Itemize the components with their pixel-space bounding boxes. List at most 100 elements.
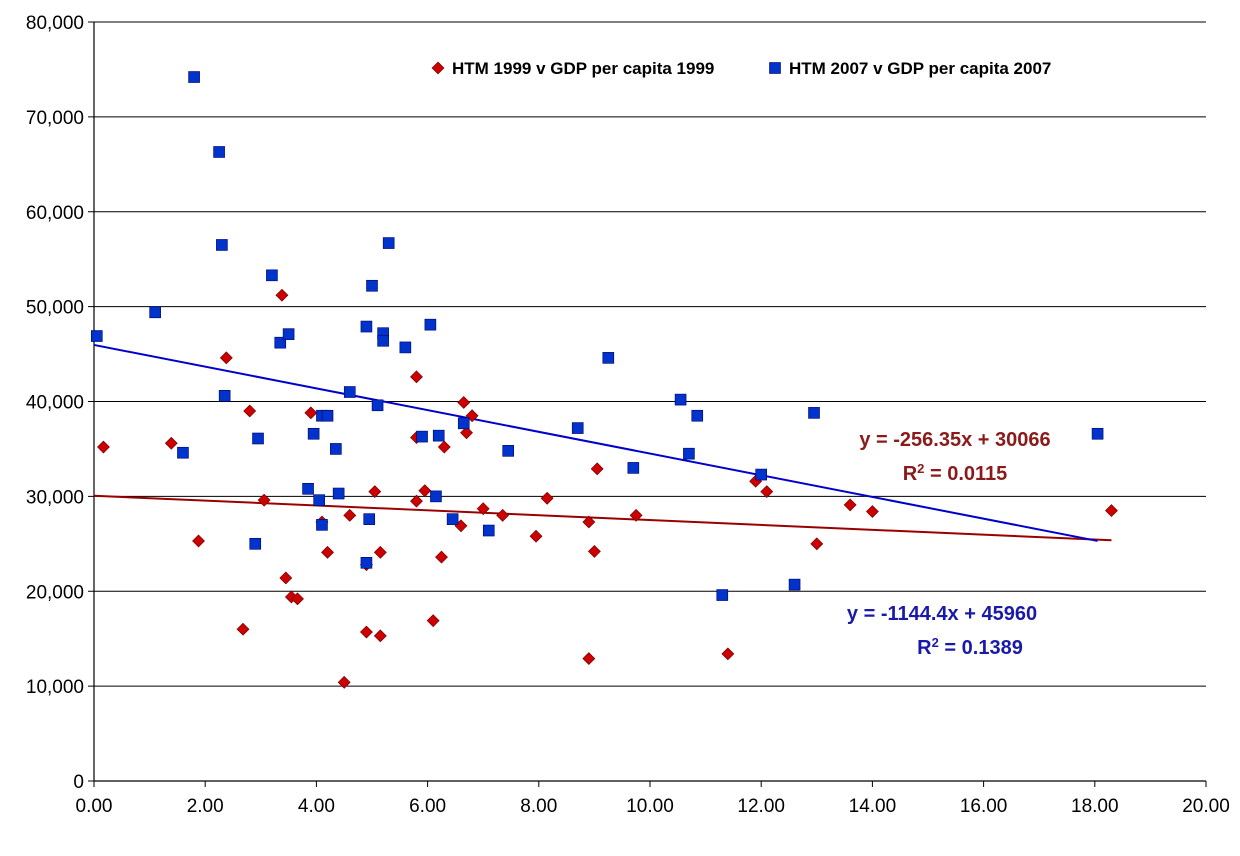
y-tick-label: 70,000 bbox=[26, 108, 84, 129]
point-2007 bbox=[249, 538, 262, 550]
point-1999 bbox=[476, 502, 490, 516]
point-2007 bbox=[416, 430, 428, 443]
point-2007 bbox=[377, 334, 389, 347]
point-2007 bbox=[371, 399, 384, 412]
point-2007 bbox=[177, 446, 189, 459]
point-1999 bbox=[1105, 504, 1118, 518]
x-tick-label: 14.00 bbox=[849, 796, 897, 817]
point-2007 bbox=[432, 429, 445, 442]
gridlines bbox=[94, 21, 1206, 687]
x-axis-ticks: 0.00 2.00 4.00 6.00 8.00 10.00 12.00 14.00 16.00… bbox=[76, 781, 1230, 817]
point-1999 bbox=[97, 440, 110, 454]
point-2007 bbox=[213, 146, 225, 158]
point-1999 bbox=[582, 515, 596, 529]
point-1999 bbox=[321, 545, 334, 559]
point-2007 bbox=[788, 578, 801, 591]
point-2007 bbox=[674, 393, 687, 406]
point-2007 bbox=[321, 409, 334, 422]
point-2007 bbox=[90, 330, 103, 342]
trendline-1 bbox=[93, 494, 1112, 542]
x-tick-label: 20.00 bbox=[1182, 796, 1230, 817]
point-2007 bbox=[266, 269, 278, 282]
point-1999 bbox=[418, 484, 432, 498]
y-tick-label: 40,000 bbox=[26, 393, 84, 414]
point-2007 bbox=[755, 468, 768, 481]
point-2007 bbox=[343, 386, 356, 398]
point-1999 bbox=[279, 571, 293, 585]
legend: HTM 1999 v GDP per capita 1999 HTM 2007 v… bbox=[431, 59, 1051, 78]
point-2007 bbox=[602, 352, 615, 364]
point-2007 bbox=[316, 519, 328, 531]
point-1999 bbox=[236, 622, 250, 636]
point-2007 bbox=[274, 336, 287, 349]
point-2007 bbox=[424, 318, 437, 331]
point-1999 bbox=[865, 505, 879, 518]
trendline-equation-1: y = -256.35x + 30066 bbox=[859, 429, 1050, 451]
point-1999 bbox=[360, 625, 373, 639]
trendline-equation-2: y = -1144.4x + 45960 bbox=[847, 603, 1037, 625]
point-1999 bbox=[368, 485, 382, 499]
point-1999 bbox=[843, 498, 857, 512]
trendline-equations: y = -256.35x + 30066 R2 = 0.0115 y = -1144… bbox=[847, 429, 1051, 659]
legend-marker-1 bbox=[431, 61, 445, 75]
point-1999 bbox=[426, 614, 440, 628]
point-2007 bbox=[430, 490, 442, 503]
point-1999 bbox=[410, 370, 423, 384]
point-2007 bbox=[627, 462, 640, 474]
point-2007 bbox=[382, 237, 395, 249]
point-2007 bbox=[571, 422, 584, 434]
point-2007 bbox=[302, 482, 314, 495]
x-tick-label: 4.00 bbox=[298, 796, 335, 817]
point-1999 bbox=[810, 537, 824, 551]
point-2007 bbox=[446, 513, 459, 525]
point-2007 bbox=[502, 445, 515, 457]
x-tick-label: 6.00 bbox=[409, 796, 446, 817]
point-1999 bbox=[435, 550, 448, 564]
x-tick-label: 18.00 bbox=[1071, 796, 1119, 817]
point-1999 bbox=[337, 675, 351, 689]
point-2007 bbox=[218, 390, 231, 402]
point-1999 bbox=[304, 406, 318, 420]
point-2007 bbox=[360, 556, 373, 569]
point-2007 bbox=[188, 71, 200, 83]
x-tick-label: 0.00 bbox=[76, 796, 113, 817]
point-2007 bbox=[363, 513, 376, 525]
y-tick-label: 50,000 bbox=[26, 298, 84, 319]
r-squared-1: R2 = 0.0115 bbox=[903, 461, 1008, 486]
point-1999 bbox=[373, 629, 387, 643]
point-1999 bbox=[540, 491, 554, 505]
point-1999 bbox=[164, 436, 178, 450]
point-2007 bbox=[808, 407, 820, 419]
point-1999 bbox=[243, 404, 257, 418]
r-squared-2: R2 = 0.1389 bbox=[917, 635, 1023, 660]
point-2007 bbox=[216, 239, 228, 251]
trendline-2 bbox=[93, 343, 1098, 542]
point-1999 bbox=[629, 508, 643, 522]
point-1999 bbox=[587, 544, 601, 558]
point-1999 bbox=[343, 508, 357, 522]
y-axis-ticks: 0 10,000 20,000 30,000 40,000 50,000 60,000 70,… bbox=[26, 13, 94, 793]
point-2007 bbox=[330, 443, 342, 455]
point-2007 bbox=[332, 487, 345, 500]
point-1999 bbox=[460, 426, 473, 440]
point-1999 bbox=[373, 545, 387, 559]
y-tick-label: 0 bbox=[73, 772, 84, 793]
point-2007 bbox=[252, 432, 264, 445]
point-1999 bbox=[457, 396, 471, 409]
point-2007 bbox=[360, 320, 373, 333]
point-1999 bbox=[496, 508, 510, 522]
x-tick-label: 16.00 bbox=[960, 796, 1008, 817]
legend-label-2: HTM 2007 v GDP per capita 2007 bbox=[789, 59, 1051, 78]
point-2007 bbox=[307, 427, 320, 440]
point-2007 bbox=[399, 341, 412, 354]
y-tick-label: 80,000 bbox=[26, 13, 84, 34]
data-points bbox=[90, 71, 1118, 689]
y-tick-label: 60,000 bbox=[26, 203, 84, 224]
point-1999 bbox=[257, 493, 271, 507]
point-1999 bbox=[582, 652, 596, 666]
point-2007 bbox=[716, 589, 729, 601]
point-2007 bbox=[457, 417, 470, 430]
point-1999 bbox=[275, 288, 289, 302]
x-tick-label: 12.00 bbox=[737, 796, 785, 817]
point-1999 bbox=[529, 529, 543, 543]
